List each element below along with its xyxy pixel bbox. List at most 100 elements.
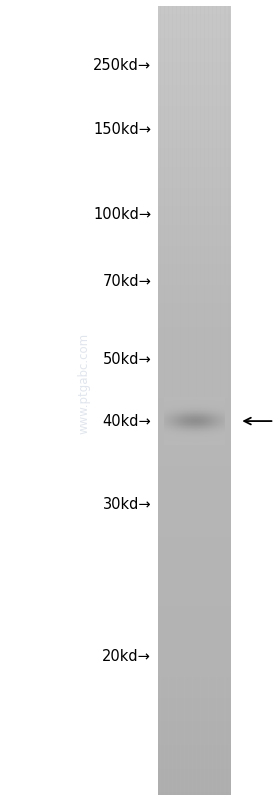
Bar xyxy=(158,401,231,403)
Bar xyxy=(158,669,231,671)
Bar xyxy=(158,219,231,222)
Bar xyxy=(158,259,231,261)
Bar xyxy=(158,530,231,532)
Bar xyxy=(158,335,231,338)
Bar xyxy=(158,737,231,740)
Bar xyxy=(158,204,231,206)
Bar xyxy=(158,214,231,217)
Bar xyxy=(158,590,231,593)
Bar xyxy=(158,388,231,390)
Bar xyxy=(158,253,231,256)
Bar xyxy=(158,240,231,243)
Bar xyxy=(158,209,231,212)
Text: 100kd→: 100kd→ xyxy=(93,207,151,221)
Bar xyxy=(158,430,231,432)
Bar xyxy=(158,17,231,19)
Bar xyxy=(158,577,231,579)
Bar xyxy=(158,25,231,27)
Bar xyxy=(158,779,231,782)
Bar xyxy=(158,422,231,424)
Text: www.ptgabc.com: www.ptgabc.com xyxy=(78,333,90,434)
Bar xyxy=(158,551,231,553)
Text: 250kd→: 250kd→ xyxy=(93,58,151,73)
Bar xyxy=(158,685,231,687)
Bar xyxy=(158,212,231,214)
Bar xyxy=(228,6,230,795)
Bar xyxy=(158,64,231,67)
Bar xyxy=(158,222,231,225)
Bar xyxy=(158,380,231,382)
Bar xyxy=(216,6,218,795)
Bar xyxy=(158,282,231,285)
Bar xyxy=(158,251,231,253)
Bar xyxy=(158,227,231,230)
Bar xyxy=(158,611,231,614)
Text: 50kd→: 50kd→ xyxy=(102,352,151,367)
Bar xyxy=(158,364,231,367)
Bar xyxy=(158,714,231,716)
Bar xyxy=(158,98,231,101)
Bar xyxy=(158,408,231,411)
Bar xyxy=(158,149,231,151)
Bar xyxy=(158,501,231,503)
Bar xyxy=(158,485,231,487)
Bar xyxy=(158,503,231,506)
Bar xyxy=(158,109,231,112)
Text: 30kd→: 30kd→ xyxy=(102,498,151,512)
Bar xyxy=(158,267,231,269)
Bar xyxy=(158,698,231,701)
Bar xyxy=(158,785,231,787)
Bar xyxy=(158,524,231,527)
Bar xyxy=(158,656,231,658)
Bar xyxy=(158,101,231,104)
Bar xyxy=(164,6,165,795)
Bar xyxy=(158,256,231,259)
Bar xyxy=(158,320,231,322)
Bar xyxy=(158,453,231,456)
Bar xyxy=(158,495,231,498)
Bar xyxy=(158,595,231,598)
Bar xyxy=(158,571,231,574)
Bar xyxy=(158,679,231,682)
Bar xyxy=(158,230,231,233)
Bar xyxy=(158,269,231,272)
Bar xyxy=(200,6,201,795)
Bar xyxy=(158,272,231,275)
Bar xyxy=(158,569,231,571)
Bar xyxy=(158,758,231,761)
Bar xyxy=(158,469,231,471)
Bar xyxy=(158,606,231,608)
Bar xyxy=(158,332,231,335)
Bar xyxy=(158,661,231,663)
Bar xyxy=(158,640,231,642)
Bar xyxy=(158,475,231,477)
Bar xyxy=(158,164,231,167)
Bar xyxy=(158,298,231,300)
Bar xyxy=(158,487,231,490)
Bar xyxy=(158,85,231,88)
Bar xyxy=(158,182,231,185)
Bar xyxy=(158,27,231,30)
Bar xyxy=(188,6,189,795)
Bar xyxy=(158,46,231,49)
Bar xyxy=(158,9,231,12)
Bar xyxy=(158,57,231,59)
Bar xyxy=(158,493,231,495)
Bar xyxy=(158,112,231,114)
Bar xyxy=(158,288,231,290)
Bar xyxy=(158,117,231,119)
Bar xyxy=(158,511,231,514)
Bar xyxy=(158,327,231,330)
Bar xyxy=(158,238,231,240)
Bar xyxy=(158,438,231,440)
Bar xyxy=(158,638,231,640)
Bar xyxy=(158,390,231,393)
Bar xyxy=(158,587,231,590)
Bar xyxy=(158,527,231,530)
Bar xyxy=(158,721,231,724)
Bar xyxy=(158,304,231,306)
Bar xyxy=(158,566,231,569)
Bar xyxy=(158,742,231,745)
Bar xyxy=(158,51,231,54)
Bar xyxy=(158,403,231,406)
